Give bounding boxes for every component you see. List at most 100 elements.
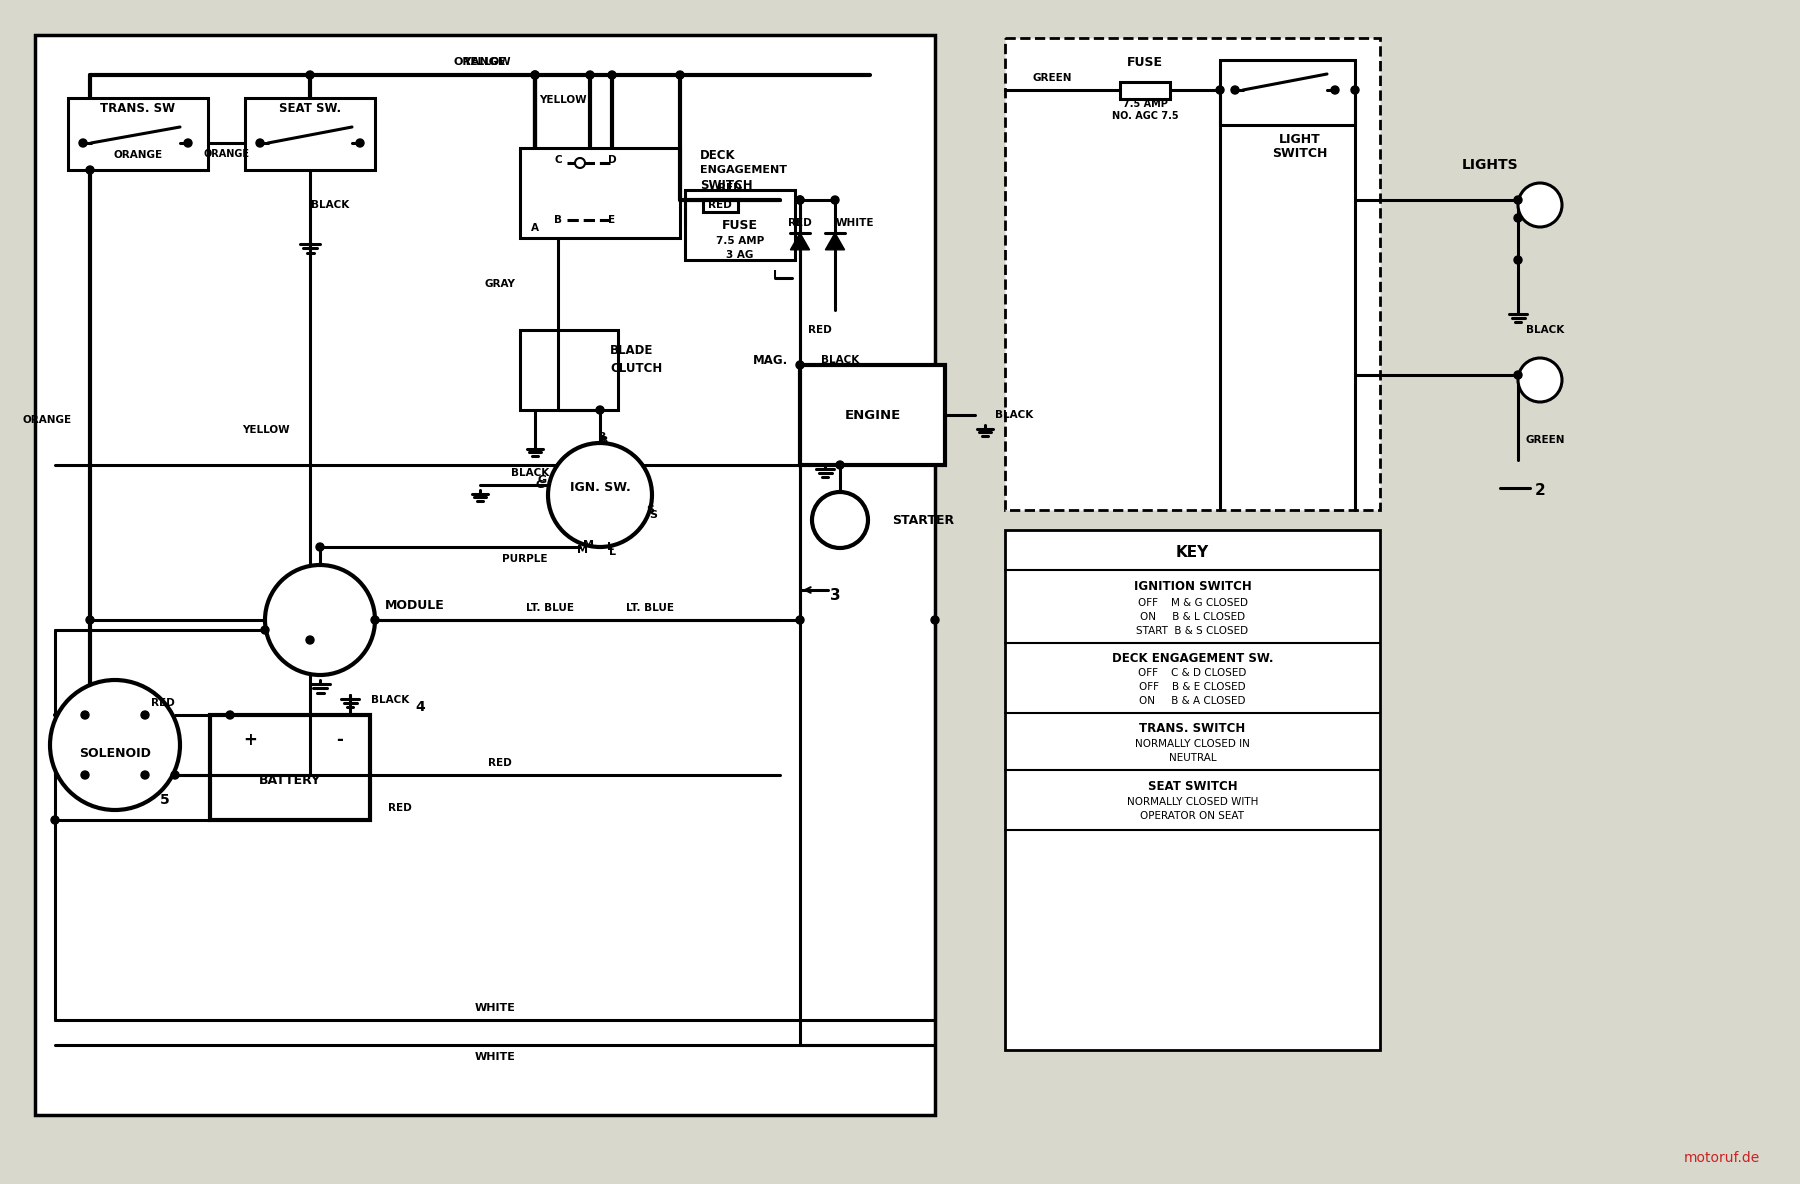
Circle shape	[832, 197, 839, 204]
Text: SWITCH: SWITCH	[700, 179, 752, 192]
Circle shape	[812, 493, 868, 548]
Circle shape	[931, 616, 940, 624]
Text: RED: RED	[718, 184, 742, 193]
Text: GREEN: GREEN	[1525, 435, 1564, 445]
Text: RED: RED	[389, 803, 412, 813]
Bar	[1220, 60, 1355, 126]
Text: WHITE: WHITE	[835, 218, 875, 229]
Text: ORANGE: ORANGE	[203, 149, 248, 159]
Bar	[1004, 530, 1381, 1050]
Text: LT. BLUE: LT. BLUE	[526, 603, 574, 613]
Circle shape	[81, 771, 88, 779]
Text: MAG.: MAG.	[752, 354, 788, 367]
Text: G: G	[535, 480, 545, 490]
Bar	[799, 365, 945, 465]
Text: ENGINE: ENGINE	[844, 408, 900, 422]
Bar	[686, 189, 796, 260]
Circle shape	[796, 616, 805, 624]
Text: NO. AGC 7.5: NO. AGC 7.5	[1112, 111, 1179, 121]
Text: L: L	[608, 547, 616, 556]
Circle shape	[547, 443, 652, 547]
Circle shape	[86, 616, 94, 624]
Text: LIGHTS: LIGHTS	[1462, 157, 1519, 172]
Circle shape	[171, 771, 178, 779]
Text: KEY: KEY	[1175, 545, 1210, 560]
Text: motoruf.de: motoruf.de	[1683, 1151, 1760, 1165]
Bar	[1004, 38, 1381, 510]
Text: OFF    M & G CLOSED: OFF M & G CLOSED	[1138, 598, 1247, 609]
Bar	[520, 148, 680, 238]
Text: WHITE: WHITE	[475, 1053, 515, 1062]
Circle shape	[796, 361, 805, 369]
Text: PURPLE: PURPLE	[502, 554, 547, 564]
Circle shape	[835, 461, 844, 469]
Circle shape	[796, 197, 805, 204]
Text: 3: 3	[830, 587, 841, 603]
Text: 2: 2	[1535, 483, 1546, 497]
Text: 4: 4	[416, 700, 425, 714]
Circle shape	[796, 197, 805, 204]
Circle shape	[81, 712, 88, 719]
Circle shape	[1514, 197, 1523, 204]
Circle shape	[1231, 86, 1238, 94]
Text: WHITE: WHITE	[475, 1003, 515, 1014]
Circle shape	[306, 71, 313, 79]
Text: DECK: DECK	[700, 148, 736, 161]
Text: NORMALLY CLOSED WITH: NORMALLY CLOSED WITH	[1127, 797, 1258, 807]
Text: TRANS. SWITCH: TRANS. SWITCH	[1139, 721, 1246, 734]
Text: FUSE: FUSE	[1127, 56, 1163, 69]
Text: LIGHT: LIGHT	[1280, 133, 1321, 146]
Text: RED: RED	[707, 200, 733, 210]
Text: ORANGE: ORANGE	[454, 57, 506, 67]
Text: I: I	[772, 270, 778, 279]
Text: OFF    C & D CLOSED: OFF C & D CLOSED	[1138, 668, 1247, 678]
Circle shape	[531, 71, 538, 79]
Text: BATTERY: BATTERY	[259, 773, 320, 786]
Text: RED: RED	[808, 324, 832, 335]
Circle shape	[1517, 358, 1562, 403]
Circle shape	[1514, 256, 1523, 264]
Circle shape	[677, 71, 684, 79]
Text: NORMALLY CLOSED IN: NORMALLY CLOSED IN	[1136, 739, 1249, 749]
Text: YELLOW: YELLOW	[463, 57, 511, 67]
Text: C: C	[554, 155, 562, 165]
Text: -: -	[337, 731, 344, 749]
Text: S: S	[646, 506, 653, 515]
Text: ORANGE: ORANGE	[23, 416, 72, 425]
Text: MODULE: MODULE	[385, 598, 445, 611]
Circle shape	[574, 157, 585, 168]
Circle shape	[531, 71, 538, 79]
Circle shape	[371, 616, 380, 624]
Circle shape	[1514, 214, 1523, 223]
Circle shape	[79, 139, 86, 147]
Text: CLUTCH: CLUTCH	[610, 361, 662, 374]
Circle shape	[50, 816, 59, 824]
Circle shape	[608, 71, 616, 79]
Polygon shape	[790, 233, 810, 250]
Text: BLACK: BLACK	[511, 468, 549, 478]
Text: TRANS. SW: TRANS. SW	[101, 102, 176, 115]
Text: 5: 5	[160, 793, 169, 807]
Circle shape	[140, 771, 149, 779]
Circle shape	[86, 166, 94, 174]
Text: ENGAGEMENT: ENGAGEMENT	[700, 165, 787, 175]
Circle shape	[184, 139, 193, 147]
Text: SWITCH: SWITCH	[1273, 147, 1328, 160]
Text: M: M	[576, 545, 587, 555]
Text: +: +	[243, 731, 257, 749]
Text: 7.5 AMP: 7.5 AMP	[1123, 99, 1168, 109]
Text: S: S	[650, 510, 657, 520]
Circle shape	[306, 636, 313, 644]
Text: ON     B & L CLOSED: ON B & L CLOSED	[1139, 612, 1246, 622]
Text: ORANGE: ORANGE	[113, 150, 162, 160]
Circle shape	[140, 712, 149, 719]
Text: START  B & S CLOSED: START B & S CLOSED	[1136, 626, 1249, 636]
Circle shape	[1330, 86, 1339, 94]
Text: 7.5 AMP: 7.5 AMP	[716, 236, 765, 246]
Bar	[68, 98, 209, 170]
Text: LT. BLUE: LT. BLUE	[626, 603, 673, 613]
Text: FUSE: FUSE	[722, 219, 758, 232]
Bar	[1120, 82, 1170, 98]
Circle shape	[265, 565, 374, 675]
Text: B: B	[598, 436, 607, 446]
